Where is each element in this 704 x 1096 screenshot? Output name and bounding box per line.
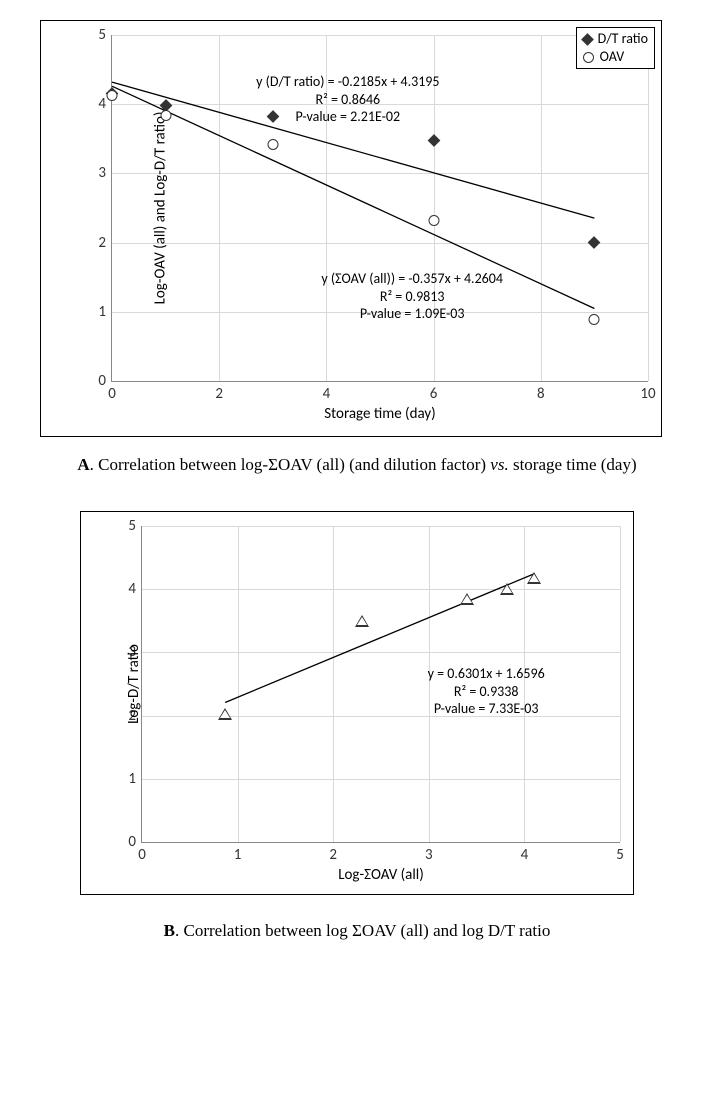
ytick-label: 1 — [128, 770, 142, 788]
xtick-label: 8 — [537, 381, 545, 403]
data-point — [267, 137, 278, 155]
xtick-label: 10 — [640, 381, 655, 403]
legend-item: OAV — [583, 48, 648, 66]
data-point — [500, 582, 514, 600]
data-point — [589, 312, 600, 330]
xtick-label: 4 — [521, 842, 529, 864]
xtick-label: 0 — [108, 381, 116, 403]
caption-b: B. Correlation between log ΣOAV (all) an… — [40, 921, 674, 941]
chart-b-box: 012345012345Log-D/T ratioLog-ΣOAV (all)y… — [80, 511, 634, 895]
xtick-label: 2 — [215, 381, 223, 403]
legend-label: OAV — [600, 48, 625, 66]
xtick-label: 1 — [234, 842, 242, 864]
diamond-icon — [581, 33, 594, 46]
caption-b-text: . Correlation between log ΣOAV (all) and… — [175, 921, 550, 940]
caption-b-prefix: B — [164, 921, 175, 940]
xtick-label: 3 — [425, 842, 433, 864]
data-point — [527, 571, 541, 589]
legend-item: D/T ratio — [583, 30, 648, 48]
chart-annotation: y (ΣOAV (all)) = -0.357x + 4.2604R² = 0.… — [321, 270, 503, 323]
xtick-label: 5 — [616, 842, 624, 864]
ytick-label: 5 — [98, 26, 112, 44]
xtick-label: 6 — [430, 381, 438, 403]
chart-a-box: 0123450246810Log-OAV (all) and Log-D/T r… — [40, 20, 662, 437]
page: 0123450246810Log-OAV (all) and Log-D/T r… — [0, 0, 704, 961]
data-point — [218, 707, 232, 725]
caption-a-tail: storage time (day) — [509, 455, 637, 474]
data-point — [160, 108, 171, 126]
x-axis-title: Storage time (day) — [324, 405, 435, 423]
xtick-label: 0 — [138, 842, 146, 864]
data-point — [107, 88, 118, 106]
chart-annotation: y = 0.6301x + 1.6596R² = 0.9338P-value =… — [428, 665, 545, 718]
ytick-label: 1 — [98, 303, 112, 321]
y-axis-title: Log-D/T ratio — [125, 644, 143, 724]
legend: D/T ratioOAV — [576, 27, 655, 69]
xtick-label: 2 — [329, 842, 337, 864]
caption-a-italic: vs. — [490, 455, 508, 474]
x-axis-title: Log-ΣOAV (all) — [338, 866, 424, 884]
ytick-label: 5 — [128, 517, 142, 535]
data-point — [428, 213, 439, 231]
caption-a-prefix: A — [77, 455, 89, 474]
caption-a: A. Correlation between log-ΣOAV (all) (a… — [40, 455, 674, 475]
data-point — [355, 614, 369, 632]
trendlines — [142, 526, 620, 842]
data-point — [429, 132, 438, 150]
circle-icon — [583, 52, 594, 63]
data-point — [590, 234, 599, 252]
plot-area: 012345012345Log-D/T ratioLog-ΣOAV (all)y… — [141, 526, 620, 843]
plot-area: 0123450246810Log-OAV (all) and Log-D/T r… — [111, 35, 648, 382]
ytick-label: 4 — [128, 580, 142, 598]
data-point — [460, 592, 474, 610]
legend-label: D/T ratio — [598, 30, 648, 48]
ytick-label: 2 — [98, 234, 112, 252]
xtick-label: 4 — [323, 381, 331, 403]
chart-annotation: y (D/T ratio) = -0.2185x + 4.3195R² = 0.… — [256, 73, 439, 126]
ytick-label: 3 — [98, 164, 112, 182]
caption-a-text: . Correlation between log-ΣOAV (all) (an… — [90, 455, 491, 474]
